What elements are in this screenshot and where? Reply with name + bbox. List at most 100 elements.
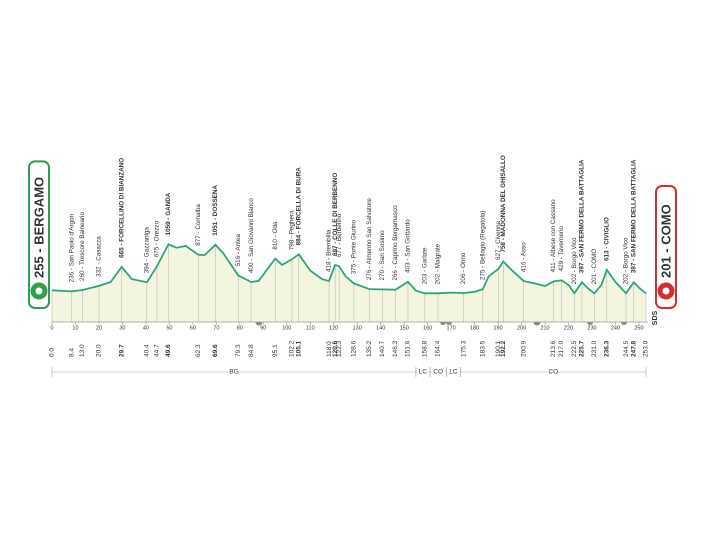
waypoint-label: 884 - FORCELLA DI BURA [295, 167, 302, 246]
waypoint-label: 697 - COLLE DI BERBENNO [332, 173, 339, 256]
km-label: 140.7 [379, 340, 386, 357]
km-label: 247.8 [631, 340, 638, 357]
x-tick-label: 180 [470, 325, 479, 331]
km-label: 222.5 [571, 340, 578, 357]
waypoint-label: 516 - Antea [235, 234, 242, 267]
x-tick-label: 140 [376, 325, 385, 331]
x-tick-label: 0 [50, 325, 53, 331]
km-label: 79.3 [235, 344, 242, 357]
waypoint-label: 202 - Malgrate [435, 243, 442, 284]
x-tick-label: 20 [96, 325, 102, 331]
km-label: 236.3 [604, 340, 611, 357]
km-label: 8.4 [68, 348, 75, 357]
waypoint-label: 276 - Almenno San Salvatore [366, 198, 373, 280]
km-label: 102.2 [289, 340, 296, 357]
waypoint-label: 416 - Asso [520, 242, 527, 272]
x-tick-label: 80 [237, 325, 243, 331]
km-label: 95.1 [272, 344, 279, 357]
km-label: 158.8 [422, 340, 429, 357]
x-tick-label: 110 [306, 325, 315, 331]
km-label: 122.3 [336, 340, 343, 357]
waypoint-label: 675 - Orezzo [154, 220, 161, 257]
km-label: 225.7 [579, 340, 586, 357]
x-tick-label: 160 [423, 325, 432, 331]
region-label: LC [419, 369, 428, 376]
waypoint-label: 1051 - DOSSENA [212, 185, 219, 236]
km-label: 244.5 [623, 340, 630, 357]
region-label: CO [548, 369, 558, 376]
region-label-bg [547, 368, 560, 376]
waypoint-label: 394 - Gazzaniga [144, 227, 151, 274]
waypoint-label: 627 - Civenna [495, 220, 502, 260]
region-label: BG [229, 369, 238, 376]
x-tick-label: 50 [166, 325, 172, 331]
x-tick-label: 90 [260, 325, 266, 331]
badge-icon-inner [35, 287, 43, 295]
waypoint-label: 397 - SAN FERMO DELLA BATTAGLIA [630, 159, 637, 273]
x-tick-label: 120 [329, 325, 338, 331]
km-label: 164.4 [435, 340, 442, 357]
km-label: 200.9 [520, 340, 527, 357]
km-label: 44.7 [154, 344, 161, 357]
km-label: 29.7 [118, 344, 125, 357]
waypoint-label: 397 - SAN FERMO DELLA BATTAGLIA [579, 159, 586, 273]
x-tick-label: 10 [72, 325, 78, 331]
region-label: LC [449, 369, 458, 376]
waypoint-label: 418 - Brembilla [326, 229, 333, 272]
km-label: 69.6 [212, 344, 219, 357]
waypoint-label: 758 - MADONNA DEL GHISALLO [500, 155, 507, 252]
waypoint-label: 260 - Trescore Balneario [79, 212, 86, 281]
region-label-bg [227, 368, 240, 376]
km-label: 84.8 [248, 344, 255, 357]
km-label: 231.0 [591, 340, 598, 357]
badge-label: 201 - COMO [658, 204, 673, 278]
region-label: CO [433, 369, 443, 376]
km-label: 20.0 [96, 344, 103, 357]
km-label: 175.3 [460, 340, 467, 357]
x-tick-label: 70 [213, 325, 219, 331]
waypoint-label: 206 - Onno [460, 252, 467, 284]
waypoint-label: 270 - San Sosimo [379, 230, 386, 281]
waypoint-label: 429 - Tavernerio [558, 225, 565, 271]
km-label: 213.6 [550, 340, 557, 357]
waypoint-label: 613 - CIVIGLIO [603, 217, 610, 261]
x-tick-label: 220 [564, 325, 573, 331]
km-label: 192.2 [500, 340, 507, 357]
km-label: 217.0 [558, 340, 565, 357]
logo: SDS [652, 310, 659, 325]
waypoint-label: 202 - Borgo Vico [623, 237, 630, 284]
km-label: 128.6 [351, 340, 358, 357]
waypoint-label: 375 - Ponte Giurino [351, 219, 358, 274]
km-label: 146.3 [392, 340, 399, 357]
profile-area [52, 244, 646, 322]
waypoint-label: 665 - FORCELLINO DI BIANZANO [118, 158, 125, 258]
waypoint-label: 810 - Oda [272, 221, 279, 250]
x-tick-label: 150 [400, 325, 409, 331]
badge-label: 255 - BERGAMO [31, 177, 46, 278]
x-tick-label: 170 [447, 325, 456, 331]
badge-icon-inner [662, 287, 670, 295]
km-label: 105.1 [295, 340, 302, 357]
km-label: 183.5 [480, 340, 487, 357]
waypoint-label: 798 - Peghera [289, 210, 296, 250]
waypoint-label: 403 - San Gottardo [405, 219, 412, 273]
km-label: 118.0 [326, 341, 333, 357]
waypoint-label: 332 - Casazza [96, 236, 103, 277]
waypoint-label: 400 - San Giovanni Bianco [248, 198, 255, 273]
waypoint-label: 203 - Garlate [422, 247, 429, 284]
km-label: 135.2 [366, 340, 373, 357]
x-tick-label: 60 [190, 325, 196, 331]
waypoint-label: 877 - Cornalba [195, 204, 202, 246]
x-tick-label: 130 [353, 325, 362, 331]
x-tick-label: 210 [540, 325, 549, 331]
waypoint-label: 1059 - GANDA [165, 192, 172, 235]
waypoint-label: 275 - Bellagio (Regatola) [479, 210, 486, 280]
km-label: 190.1 [495, 340, 502, 357]
x-tick-label: 100 [282, 325, 291, 331]
km-label: 49.6 [165, 344, 172, 357]
waypoint-label: 202 - Borgo Vico [571, 237, 578, 284]
km-label: 253.0 [643, 340, 650, 357]
region-label-bg [447, 368, 460, 376]
km-label: 120.6 [332, 340, 339, 357]
